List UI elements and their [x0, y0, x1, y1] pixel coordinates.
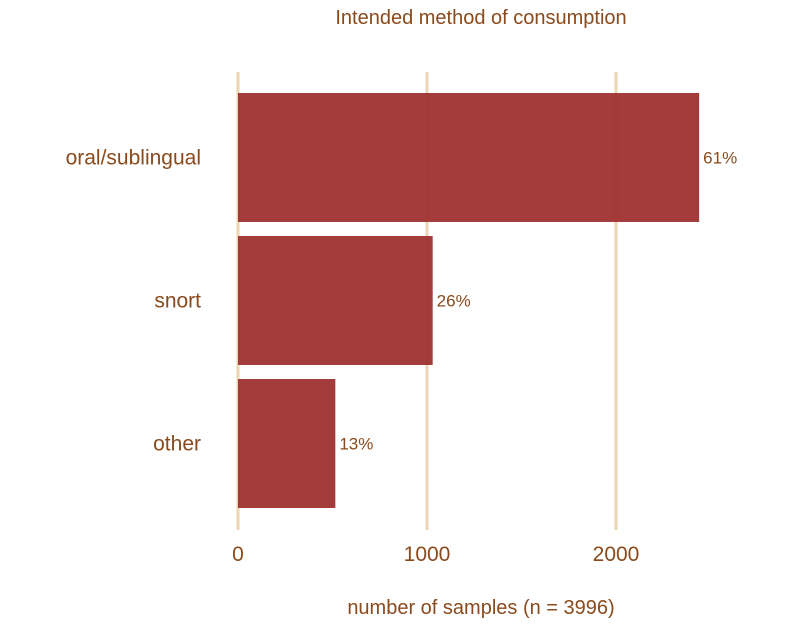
category-label: oral/sublingual	[66, 147, 201, 170]
bar-snort	[238, 236, 433, 365]
x-tick-label: 1000	[404, 543, 451, 566]
category-labels: oral/sublingual snort other	[66, 147, 202, 456]
x-tick-label: 2000	[593, 543, 640, 566]
category-label: other	[153, 433, 201, 456]
data-label: 13%	[339, 435, 373, 454]
data-label: 26%	[437, 292, 471, 311]
bars	[238, 93, 700, 508]
bar-other	[238, 379, 336, 508]
category-label: snort	[154, 290, 201, 313]
x-tick-labels: 0 1000 2000	[232, 543, 639, 566]
x-tick-label: 0	[232, 543, 244, 566]
data-label: 61%	[703, 149, 737, 168]
x-axis-title: number of samples (n = 3996)	[347, 597, 614, 619]
data-labels: 61% 26% 13%	[339, 149, 737, 454]
chart-title: Intended method of consumption	[335, 7, 626, 29]
bar-oral-sublingual	[238, 93, 700, 222]
